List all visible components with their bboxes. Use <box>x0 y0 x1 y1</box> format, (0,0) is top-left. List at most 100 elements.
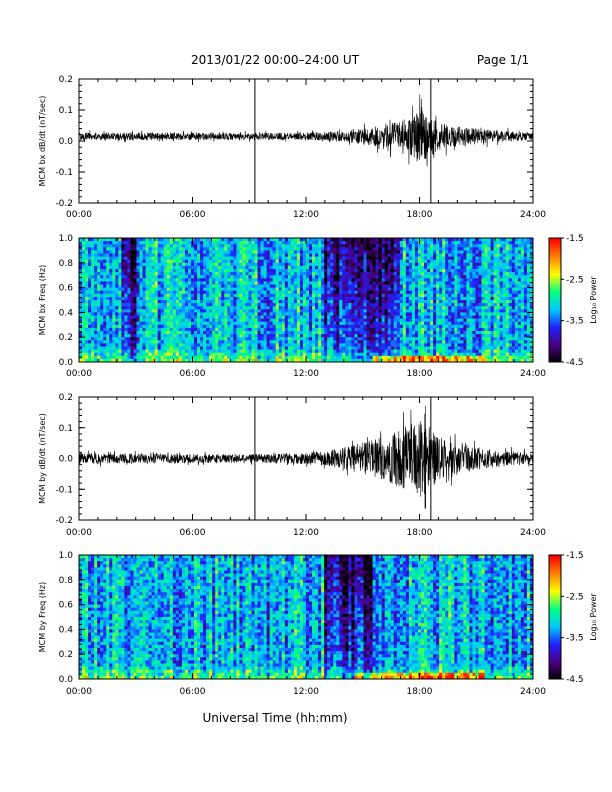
spectrogram-cell <box>215 287 219 292</box>
spectrogram-cell <box>227 238 231 242</box>
spectrogram-cell <box>224 306 228 310</box>
spectrogram-cell <box>166 247 171 251</box>
spectrogram-cell <box>184 265 189 270</box>
spectrogram-cell <box>200 238 204 242</box>
spectrogram-cell <box>94 278 98 282</box>
spectrogram-cell <box>230 296 234 301</box>
spectrogram-cell <box>200 337 204 341</box>
spectrogram-cell <box>369 340 373 344</box>
spectrogram-cell <box>175 262 180 267</box>
spectrogram-cell <box>88 312 92 316</box>
spectrogram-cell <box>245 278 249 282</box>
spectrogram-cell <box>109 259 113 264</box>
spectrogram-cell <box>327 250 331 254</box>
spectrogram-cell <box>215 334 219 338</box>
spectrogram-cell <box>115 300 119 304</box>
spectrogram-cell <box>79 327 83 332</box>
spectrogram-cell <box>133 312 137 316</box>
spectrogram-cell <box>345 287 349 292</box>
spectrogram-cell <box>390 306 395 310</box>
spectrogram-cell <box>348 296 352 301</box>
spectrogram-cell <box>221 238 225 242</box>
spectrogram-cell <box>260 312 265 316</box>
spectrogram-cell <box>121 346 125 350</box>
spectrogram-cell <box>200 355 204 360</box>
spectrogram-cell <box>306 355 310 360</box>
spectrogram-cell <box>94 321 98 326</box>
spectrogram-cell <box>275 244 280 248</box>
spectrogram-cell <box>254 293 258 298</box>
spectrogram-cell <box>421 358 425 363</box>
spectrogram-cell <box>433 358 437 363</box>
spectrogram-cell <box>302 327 307 332</box>
spectrogram-cell <box>421 309 425 313</box>
spectrogram-cell <box>197 340 201 344</box>
spectrogram-cell <box>91 358 95 363</box>
spectrogram-cell <box>233 303 237 307</box>
spectrogram-cell <box>106 346 110 350</box>
spectrogram-cell <box>281 346 286 350</box>
spectrogram-cell <box>372 309 377 313</box>
spectrogram-cell <box>324 327 328 332</box>
spectrogram-cell <box>139 346 143 350</box>
spectrogram-cell <box>260 290 265 295</box>
spectrogram-cell <box>203 337 207 341</box>
spectrogram-cell <box>360 259 364 264</box>
spectrogram-cell <box>263 324 268 329</box>
spectrogram-cell <box>345 265 349 270</box>
spectrogram-cell <box>263 346 268 350</box>
spectrogram-cell <box>209 358 213 363</box>
spectrogram-cell <box>411 265 416 270</box>
spectrogram-cell <box>402 337 407 341</box>
spectrogram-cell <box>230 309 234 313</box>
spectrogram-cell <box>336 269 340 273</box>
spectrogram-cell <box>442 290 446 295</box>
spectrogram-cell <box>242 290 246 295</box>
spectrogram-cell <box>272 306 277 310</box>
spectrogram-cell <box>357 293 361 298</box>
spectrogram-cell <box>275 250 280 254</box>
spectrogram-cell <box>436 259 440 264</box>
spectrogram-cell <box>227 334 231 338</box>
spectrogram-cell <box>302 318 307 323</box>
spectrogram-cell <box>324 290 328 295</box>
spectrogram-cell <box>160 309 165 313</box>
spectrogram-cell <box>106 309 110 313</box>
spectrogram-cell <box>115 309 119 313</box>
spectrogram-cell <box>257 247 261 251</box>
spectrogram-cell <box>257 327 261 332</box>
spectrogram-cell <box>215 352 219 357</box>
spectrogram-cell <box>445 337 449 341</box>
spectrogram-cell <box>424 352 428 357</box>
spectrogram-cell <box>336 300 340 304</box>
spectrogram-cell <box>336 315 340 319</box>
spectrogram-cell <box>333 256 337 261</box>
spectrogram-cell <box>348 269 352 273</box>
spectrogram-cell <box>233 241 237 245</box>
spectrogram-cell <box>281 238 286 242</box>
spectrogram-cell <box>333 349 337 354</box>
spectrogram-cell <box>163 358 168 363</box>
spectrogram-cell <box>224 265 228 270</box>
spectrogram-cell <box>254 244 258 248</box>
spectrogram-cell <box>411 244 416 248</box>
spectrogram-cell <box>203 265 207 270</box>
spectrogram-cell <box>88 321 92 326</box>
spectrogram-cell <box>124 284 128 288</box>
spectrogram-cell <box>151 265 156 270</box>
spectrogram-cell <box>278 275 283 279</box>
spectrogram-cell <box>384 244 389 248</box>
spectrogram-cell <box>318 284 322 288</box>
spectrogram-cell <box>402 324 407 329</box>
spectrogram-cell <box>200 247 204 251</box>
spectrogram-cell <box>197 265 201 270</box>
spectrogram-cell <box>145 269 150 273</box>
spectrogram-cell <box>296 312 301 316</box>
spectrogram-cell <box>275 337 280 341</box>
spectrogram-cell <box>427 340 431 344</box>
spectrogram-cell <box>290 306 295 310</box>
spectrogram-cell <box>302 284 307 288</box>
spectrogram-cell <box>178 293 183 298</box>
spectrogram-cell <box>260 303 265 307</box>
spectrogram-cell <box>215 340 219 344</box>
